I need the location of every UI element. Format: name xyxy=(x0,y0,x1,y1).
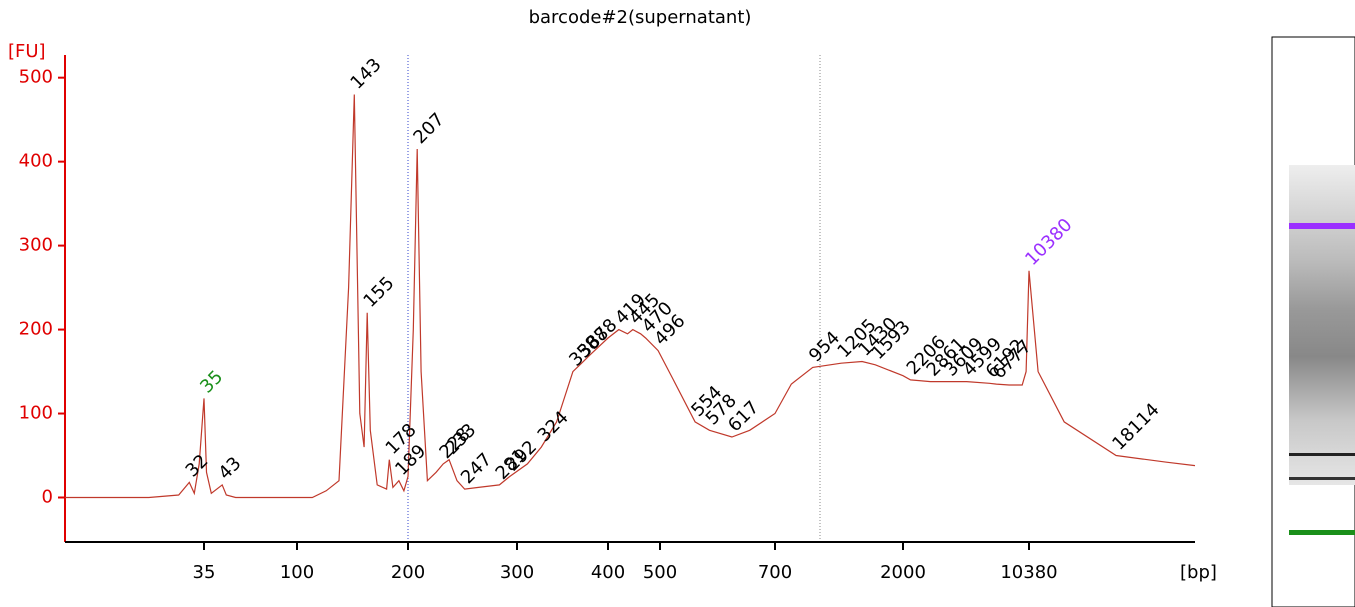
y-tick-label: 400 xyxy=(19,151,53,172)
x-tick-label: 300 xyxy=(500,562,534,583)
x-tick-label: 100 xyxy=(280,562,314,583)
gel-band xyxy=(1289,453,1355,456)
y-tick-label: 0 xyxy=(42,486,53,507)
x-tick-label: 500 xyxy=(643,562,677,583)
x-tick-label: 700 xyxy=(758,562,792,583)
trace xyxy=(65,94,1196,499)
peak-label: 10380 xyxy=(1021,215,1076,270)
y-tick-label: 200 xyxy=(19,319,53,340)
gel-band xyxy=(1289,477,1355,480)
y-tick-label: 100 xyxy=(19,403,53,424)
peak-label: 18114 xyxy=(1108,399,1163,454)
peak-label: 247 xyxy=(457,449,496,488)
peak-label: 207 xyxy=(409,109,448,148)
gel-smear xyxy=(1289,165,1355,485)
x-tick-label: 400 xyxy=(591,562,625,583)
peak-label: 35 xyxy=(196,366,227,397)
y-axis-label: [FU] xyxy=(8,41,46,62)
peak-label: 324 xyxy=(534,407,573,446)
y-tick-label: 300 xyxy=(19,235,53,256)
x-tick-label: 35 xyxy=(193,562,216,583)
y-tick-label: 500 xyxy=(19,67,53,88)
x-tick-label: 10380 xyxy=(1000,562,1057,583)
gel-upper-marker xyxy=(1289,223,1355,229)
peak-label: 155 xyxy=(359,273,398,312)
peak-label: 143 xyxy=(346,54,385,93)
gel-lane xyxy=(1271,36,1355,607)
gel-lower-marker xyxy=(1289,530,1355,535)
peak-label: 43 xyxy=(214,453,245,484)
x-axis-label: [bp] xyxy=(1180,562,1217,583)
x-tick-label: 200 xyxy=(391,562,425,583)
x-tick-label: 2000 xyxy=(880,562,926,583)
chart-title: barcode#2(supernatant) xyxy=(529,7,752,28)
